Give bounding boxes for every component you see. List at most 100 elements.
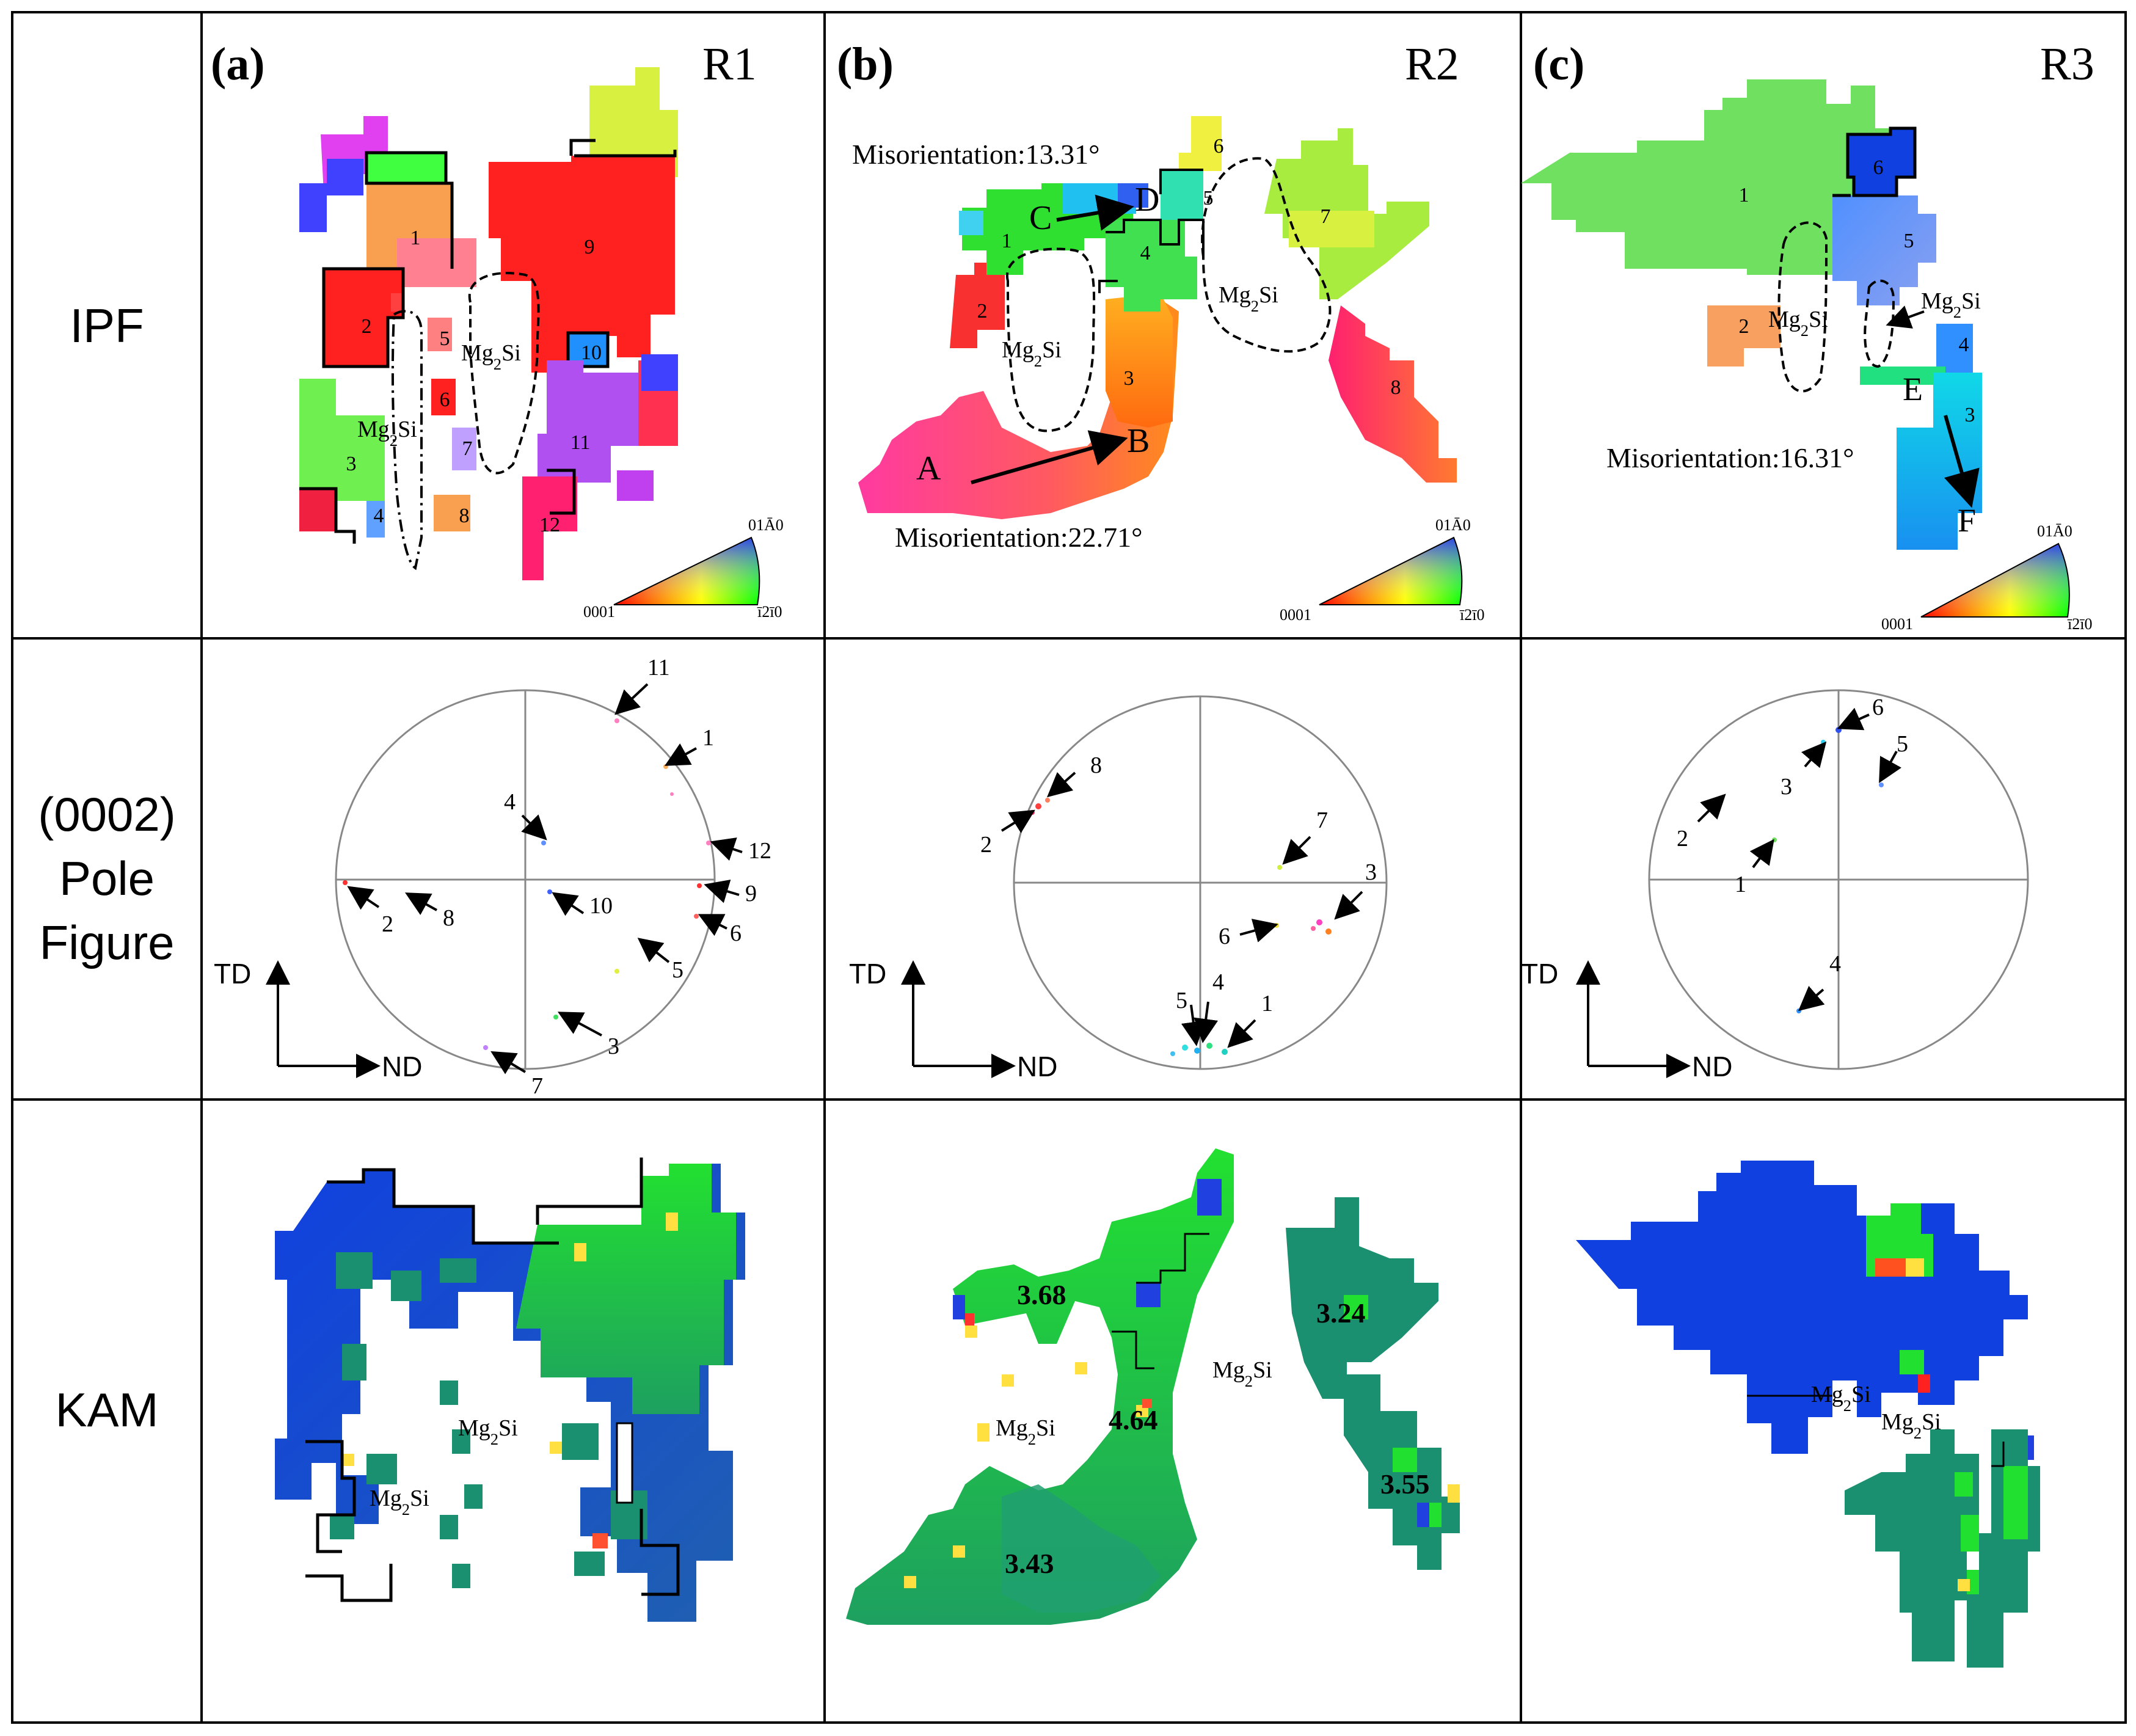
panel-letter-c: (c) [1533,38,1584,90]
pole-b-1: 1 [1261,991,1273,1016]
pole-b-3: 3 [1365,859,1377,885]
grain-b-6: 6 [1214,135,1224,158]
pole-c-3: 3 [1781,774,1792,800]
misorientation-b-1: Misorientation:13.31° [852,139,1100,170]
pole-c-6: 6 [1872,695,1884,720]
pole-c-1: 1 [1735,872,1746,897]
grain-a-2: 2 [362,315,372,338]
grain-c-6: 6 [1873,156,1884,179]
grain-a-3: 3 [346,453,357,475]
pole-c-4: 4 [1829,951,1841,977]
panel-region-c: R3 [2040,38,2094,90]
svg-text:0001: 0001 [583,603,615,621]
pole-b-4: 4 [1212,969,1224,995]
pole-a-5: 5 [672,957,683,983]
row-label-pole-1: (0002) [38,787,175,841]
kam-value-b-5: 3.43 [1005,1548,1054,1579]
pole-a-7: 7 [531,1073,543,1099]
grain-a-9: 9 [585,236,595,258]
pole-figure-a: 11 1 4 12 9 2 8 10 6 5 3 7 TD ND [214,655,771,1099]
grain-c-1: 1 [1739,184,1749,206]
ipf-color-key-c: 0001 01Ā0 ī2ī0 [1881,522,2092,633]
mg2si-c-2: Mg2Si [1921,288,1981,321]
pole-b-7: 7 [1316,808,1328,833]
kam-map-c: Mg2Si Mg2Si [1576,1161,2040,1668]
panel-headers: (a) R1 (b) R2 (c) R3 [211,38,2094,90]
kam-mg2si-b-2: Mg2Si [996,1415,1055,1448]
pole-figure-b: 8 2 7 3 6 5 4 1 TD ND [849,695,1388,1082]
grain-a-8: 8 [459,505,470,527]
mg2si-b-2: Mg2Si [1219,282,1278,315]
grain-c-5: 5 [1904,230,1914,252]
ipf-map-b: A B C D Misorientation:13.31° Misorienta… [852,116,1484,624]
kam-mg2si-b-1: Mg2Si [1212,1357,1272,1390]
row-label-pole-2: Pole [59,852,155,905]
point-f: F [1958,502,1976,539]
panel-letter-b: (b) [837,38,894,90]
pole-a-12: 12 [748,838,771,864]
axis-td-c: TD [1521,958,1558,990]
kam-map-a: Mg2Si Mg2Si [275,1158,745,1622]
point-c: C [1029,199,1052,237]
row-label-kam: KAM [55,1383,158,1437]
pole-a-9: 9 [745,881,757,906]
grain-b-8: 8 [1391,376,1401,399]
grain-b-5: 5 [1203,187,1214,210]
pole-a-2: 2 [382,911,393,937]
axis-td-b: TD [849,958,886,990]
grain-a-5: 5 [440,327,450,350]
point-e: E [1903,371,1923,407]
pole-a-3: 3 [608,1034,619,1059]
grain-b-2: 2 [977,300,988,323]
pole-a-10: 10 [589,893,613,919]
axis-nd-c: ND [1692,1051,1732,1082]
pole-a-1: 1 [702,725,714,751]
table-grid [11,11,2127,1724]
kam-value-b-1: 3.68 [1017,1279,1066,1310]
svg-text:ī2ī0: ī2ī0 [757,603,782,621]
panel-letter-a: (a) [211,38,265,90]
grain-a-12: 12 [539,514,560,536]
row-label-ipf: IPF [70,299,144,352]
mg2si-a-1: Mg2Si [461,340,521,373]
grain-b-3: 3 [1124,367,1134,390]
pole-b-6: 6 [1219,924,1230,949]
grain-b-4: 4 [1140,242,1151,264]
grain-a-10: 10 [581,341,602,364]
grain-a-6: 6 [440,388,450,411]
row-labels: IPF (0002) Pole Figure KAM [38,299,175,1437]
ipf-color-key-a: 0001 01Ā0 ī2ī0 [583,516,784,621]
grain-c-3: 3 [1965,404,1975,426]
svg-text:01Ā0: 01Ā0 [1435,516,1471,534]
panel-region-b: R2 [1405,38,1459,90]
kam-value-b-3: 4.64 [1109,1404,1158,1435]
pole-a-8: 8 [443,905,454,931]
svg-text:ī2ī0: ī2ī0 [1459,606,1484,624]
pole-b-8: 8 [1090,753,1102,778]
grain-b-1: 1 [1002,230,1012,252]
point-b: B [1127,422,1150,460]
panel-region-a: R1 [702,38,757,90]
kam-value-b-4: 3.55 [1380,1468,1430,1500]
pole-a-6: 6 [730,921,742,946]
grain-b-7: 7 [1321,205,1331,228]
svg-text:0001: 0001 [1881,615,1913,633]
pole-a-4: 4 [504,789,516,815]
row-label-pole-3: Figure [39,916,174,969]
axis-nd-b: ND [1017,1051,1057,1082]
pole-b-5: 5 [1176,988,1187,1013]
kam-map-b: 3.68 3.24 4.64 3.55 3.43 Mg2Si Mg2Si [846,1148,1460,1625]
pole-b-2: 2 [980,832,992,858]
misorientation-b-2: Misorientation:22.71° [895,522,1143,553]
point-a: A [916,450,941,487]
ipf-color-key-b: 0001 01Ā0 ī2ī0 [1280,516,1484,624]
ipf-map-c: E F Misorientation:16.31° Mg2Si Mg2Si 1 … [1521,79,2092,633]
grain-c-2: 2 [1739,315,1749,338]
svg-text:0001: 0001 [1280,606,1311,624]
grain-a-4: 4 [374,505,384,527]
pole-c-5: 5 [1897,731,1908,757]
axis-td-a: TD [214,958,251,990]
point-d: D [1135,181,1159,219]
axis-nd-a: ND [382,1051,422,1082]
